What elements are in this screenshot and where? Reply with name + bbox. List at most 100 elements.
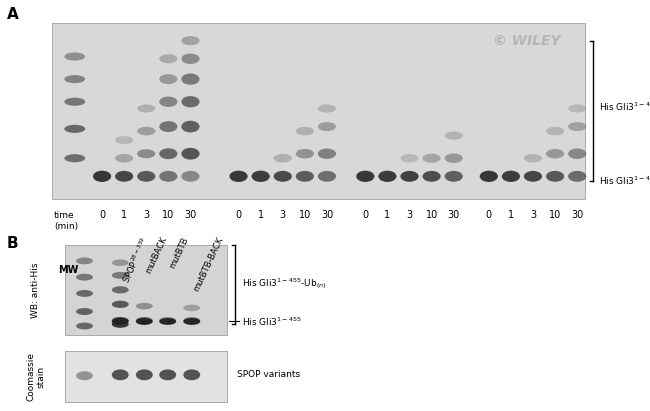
Text: WB: anti-His: WB: anti-His <box>31 262 40 318</box>
Ellipse shape <box>181 171 200 182</box>
Text: 3: 3 <box>406 210 413 220</box>
Ellipse shape <box>422 171 441 182</box>
Text: SPOP$^{28-359}$: SPOP$^{28-359}$ <box>120 236 152 285</box>
Ellipse shape <box>159 148 177 159</box>
Ellipse shape <box>318 104 336 113</box>
Text: (min): (min) <box>54 222 78 231</box>
Text: 1: 1 <box>384 210 391 220</box>
Ellipse shape <box>568 104 586 113</box>
Ellipse shape <box>296 149 314 159</box>
Ellipse shape <box>274 154 292 162</box>
Text: His Gli3$^{1-455}$-Ub$_{(n)}$: His Gli3$^{1-455}$-Ub$_{(n)}$ <box>599 101 650 116</box>
Ellipse shape <box>159 97 177 107</box>
Ellipse shape <box>112 272 129 279</box>
Ellipse shape <box>112 286 129 293</box>
Bar <box>65 351 227 402</box>
Ellipse shape <box>445 132 463 140</box>
Ellipse shape <box>252 171 270 182</box>
Ellipse shape <box>76 323 93 330</box>
Ellipse shape <box>112 259 129 266</box>
Ellipse shape <box>422 154 441 163</box>
Ellipse shape <box>318 171 336 182</box>
Ellipse shape <box>76 308 93 315</box>
Ellipse shape <box>137 104 155 113</box>
Text: 30: 30 <box>571 210 583 220</box>
Ellipse shape <box>378 171 396 182</box>
Ellipse shape <box>159 121 177 132</box>
Ellipse shape <box>159 74 177 84</box>
Text: 10: 10 <box>549 210 561 220</box>
Ellipse shape <box>568 148 586 159</box>
Ellipse shape <box>112 301 129 308</box>
Text: 10: 10 <box>162 210 174 220</box>
Text: 0: 0 <box>235 210 242 220</box>
Text: 30: 30 <box>321 210 333 220</box>
Text: 3: 3 <box>280 210 286 220</box>
Text: His Gli3$^{1-455}$-Ub$_{(n)}$: His Gli3$^{1-455}$-Ub$_{(n)}$ <box>242 277 326 292</box>
Ellipse shape <box>136 303 153 309</box>
Text: His Gli3$^{1-455}$: His Gli3$^{1-455}$ <box>242 315 302 328</box>
Ellipse shape <box>115 136 133 144</box>
Ellipse shape <box>318 148 336 159</box>
Text: 3: 3 <box>143 210 150 220</box>
Ellipse shape <box>112 317 129 324</box>
Ellipse shape <box>400 171 419 182</box>
Text: time: time <box>54 211 75 220</box>
Ellipse shape <box>568 171 586 182</box>
Text: mutBACK: mutBACK <box>144 236 169 275</box>
Ellipse shape <box>296 127 314 135</box>
Ellipse shape <box>64 98 85 106</box>
Ellipse shape <box>546 149 564 159</box>
Text: His Gli3$^{1-455}$: His Gli3$^{1-455}$ <box>599 175 650 187</box>
Ellipse shape <box>112 318 129 325</box>
Ellipse shape <box>183 318 200 325</box>
Ellipse shape <box>445 153 463 163</box>
Bar <box>52 23 585 199</box>
Text: 0: 0 <box>99 210 105 220</box>
Ellipse shape <box>159 369 176 380</box>
Text: 10: 10 <box>299 210 311 220</box>
Text: 0: 0 <box>362 210 369 220</box>
Ellipse shape <box>136 369 153 380</box>
Ellipse shape <box>181 96 200 107</box>
Text: 1: 1 <box>508 210 514 220</box>
Ellipse shape <box>524 171 542 182</box>
Ellipse shape <box>93 171 111 182</box>
Ellipse shape <box>181 74 200 85</box>
Ellipse shape <box>64 154 85 162</box>
Ellipse shape <box>524 154 542 162</box>
Text: MW: MW <box>58 265 79 275</box>
Text: © WILEY: © WILEY <box>493 34 560 48</box>
Ellipse shape <box>546 171 564 182</box>
Ellipse shape <box>76 257 93 264</box>
Ellipse shape <box>76 371 93 380</box>
Text: 10: 10 <box>426 210 437 220</box>
Ellipse shape <box>136 318 153 325</box>
Text: 1: 1 <box>121 210 127 220</box>
Ellipse shape <box>115 154 133 162</box>
Ellipse shape <box>159 54 177 63</box>
Ellipse shape <box>159 318 176 325</box>
Ellipse shape <box>136 317 153 324</box>
Ellipse shape <box>400 154 419 162</box>
Ellipse shape <box>445 171 463 182</box>
Ellipse shape <box>112 321 129 328</box>
Ellipse shape <box>112 369 129 380</box>
Ellipse shape <box>76 290 93 297</box>
Text: SPOP variants: SPOP variants <box>237 370 300 379</box>
Ellipse shape <box>183 369 200 380</box>
Ellipse shape <box>181 121 200 132</box>
Ellipse shape <box>356 171 374 182</box>
Text: mutBTB: mutBTB <box>168 236 190 270</box>
Ellipse shape <box>64 75 85 83</box>
Ellipse shape <box>137 127 155 135</box>
Ellipse shape <box>181 36 200 45</box>
Bar <box>65 245 227 335</box>
Ellipse shape <box>229 171 248 182</box>
Ellipse shape <box>568 122 586 131</box>
Ellipse shape <box>480 171 498 182</box>
Ellipse shape <box>546 127 564 135</box>
Text: 0: 0 <box>486 210 492 220</box>
Text: B: B <box>6 236 18 251</box>
Ellipse shape <box>274 171 292 182</box>
